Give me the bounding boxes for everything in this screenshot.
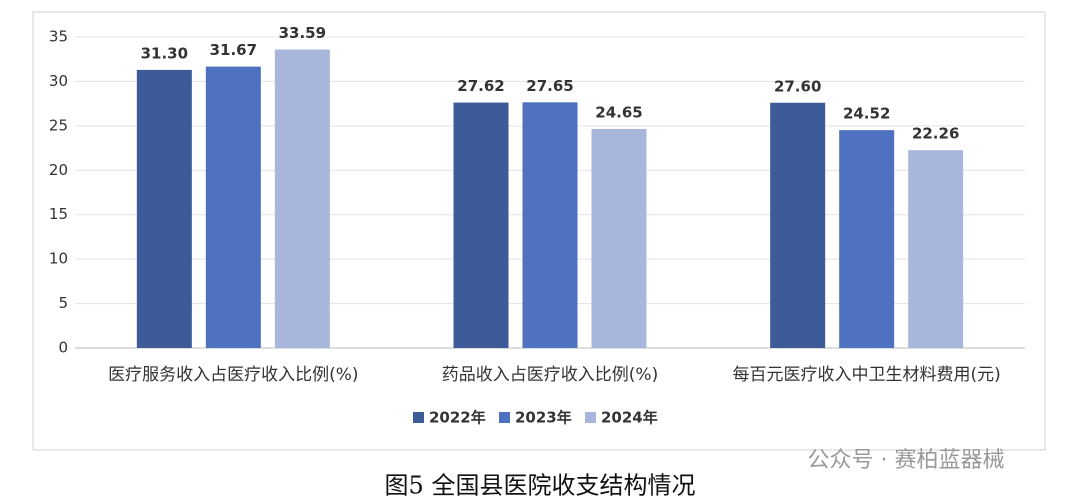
bar bbox=[908, 150, 964, 348]
bar bbox=[136, 69, 192, 349]
y-tick-label: 35 bbox=[49, 28, 68, 46]
y-tick-label: 5 bbox=[58, 294, 68, 312]
value-label: 33.59 bbox=[279, 24, 326, 42]
bar bbox=[770, 102, 826, 348]
chart-frame bbox=[32, 11, 1046, 451]
value-label: 27.65 bbox=[526, 77, 573, 95]
x-tick-label: 药品收入占医疗收入比例(%) bbox=[442, 365, 658, 385]
legend-label: 2024年 bbox=[601, 409, 658, 427]
bar bbox=[522, 102, 578, 348]
bar bbox=[205, 66, 261, 349]
x-tick-label: 医疗服务收入占医疗收入比例(%) bbox=[108, 365, 358, 385]
caption: 图5 全国县医院收支结构情况 bbox=[385, 472, 696, 500]
y-tick-label: 0 bbox=[58, 339, 68, 357]
bar bbox=[274, 49, 330, 348]
legend-label: 2022年 bbox=[429, 409, 486, 427]
value-label: 24.65 bbox=[595, 103, 642, 121]
value-label: 22.26 bbox=[912, 125, 959, 143]
watermark: 公众号 · 赛柏蓝器械 bbox=[808, 448, 1005, 473]
x-tick-label: 每百元医疗收入中卫生材料费用(元) bbox=[733, 365, 1001, 385]
value-label: 31.30 bbox=[141, 44, 188, 62]
legend-label: 2023年 bbox=[515, 409, 572, 427]
value-label: 24.52 bbox=[843, 105, 890, 123]
value-label: 27.62 bbox=[457, 77, 504, 95]
bar bbox=[453, 102, 509, 348]
y-tick-label: 15 bbox=[49, 205, 68, 223]
legend-swatch bbox=[499, 412, 510, 423]
value-label: 27.60 bbox=[774, 77, 821, 95]
bar bbox=[839, 130, 895, 348]
y-tick-label: 25 bbox=[49, 116, 68, 134]
legend-swatch bbox=[585, 412, 596, 423]
y-tick-label: 20 bbox=[49, 161, 68, 179]
y-tick-label: 10 bbox=[49, 250, 68, 268]
y-tick-label: 30 bbox=[49, 72, 68, 90]
bar bbox=[591, 128, 647, 348]
legend-swatch bbox=[413, 412, 424, 423]
value-label: 31.67 bbox=[210, 41, 257, 59]
